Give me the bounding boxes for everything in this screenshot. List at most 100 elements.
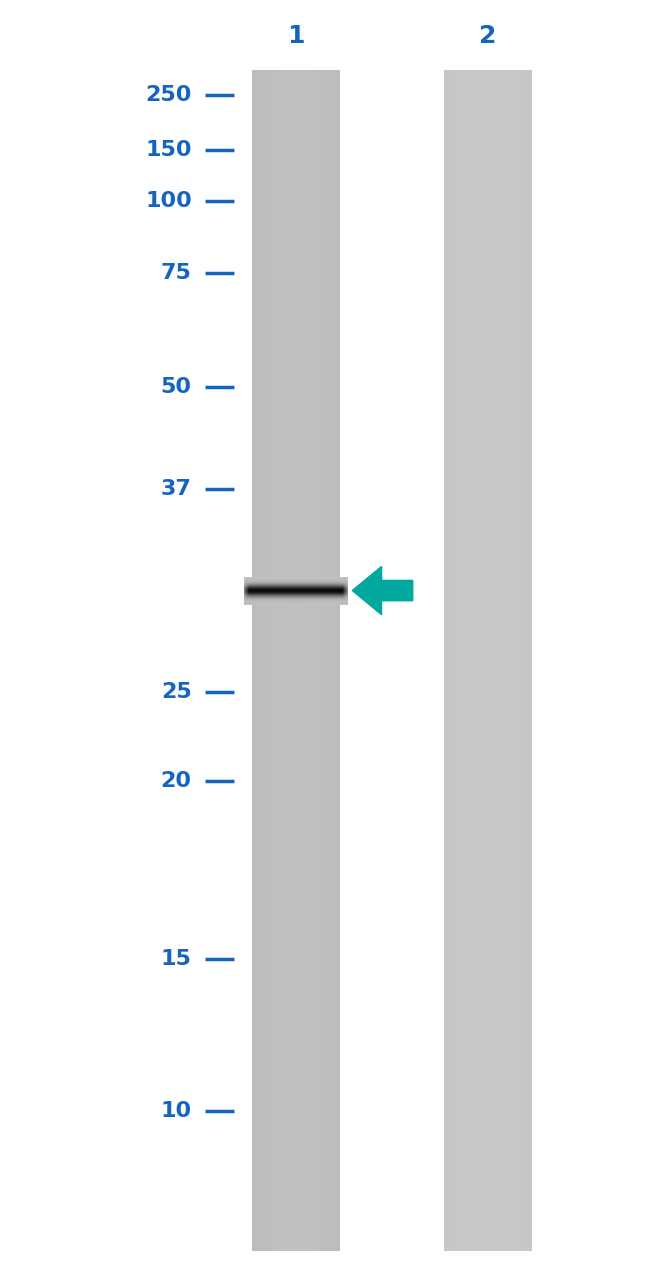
Bar	[506, 70, 508, 1251]
Bar	[311, 70, 313, 1251]
Bar	[477, 70, 478, 1251]
Bar	[458, 70, 460, 1251]
Bar	[500, 70, 501, 1251]
Text: 20: 20	[161, 771, 192, 791]
Bar	[328, 70, 330, 1251]
Bar	[482, 70, 483, 1251]
Bar	[296, 70, 297, 1251]
Bar	[497, 70, 499, 1251]
Bar	[261, 70, 262, 1251]
Bar	[464, 70, 465, 1251]
Bar	[265, 70, 266, 1251]
Bar	[325, 70, 326, 1251]
Bar	[274, 70, 275, 1251]
Bar	[292, 70, 293, 1251]
Bar	[447, 70, 448, 1251]
Bar	[458, 70, 459, 1251]
Bar	[526, 70, 528, 1251]
Bar	[284, 70, 285, 1251]
Bar	[261, 70, 263, 1251]
Bar	[484, 70, 485, 1251]
Bar	[324, 70, 325, 1251]
Bar	[317, 70, 318, 1251]
Bar	[493, 70, 494, 1251]
Bar	[467, 70, 469, 1251]
Bar	[471, 70, 473, 1251]
Bar	[266, 70, 268, 1251]
Text: 2: 2	[479, 24, 496, 47]
Bar	[266, 70, 267, 1251]
Bar	[524, 70, 525, 1251]
Bar	[308, 70, 309, 1251]
Bar	[476, 70, 477, 1251]
Bar	[319, 70, 320, 1251]
Bar	[508, 70, 510, 1251]
Bar	[523, 70, 525, 1251]
Bar	[276, 70, 277, 1251]
Bar	[494, 70, 495, 1251]
Text: 50: 50	[161, 377, 192, 398]
Bar	[296, 70, 298, 1251]
Bar	[514, 70, 515, 1251]
Bar	[278, 70, 279, 1251]
Bar	[504, 70, 505, 1251]
Bar	[486, 70, 487, 1251]
Bar	[292, 70, 294, 1251]
Bar	[314, 70, 315, 1251]
Bar	[307, 70, 309, 1251]
Bar	[525, 70, 527, 1251]
Bar	[259, 70, 260, 1251]
Bar	[506, 70, 507, 1251]
Bar	[513, 70, 515, 1251]
Text: 75: 75	[161, 263, 192, 283]
Bar	[288, 70, 289, 1251]
Bar	[521, 70, 523, 1251]
Bar	[262, 70, 263, 1251]
Bar	[515, 70, 517, 1251]
Bar	[303, 70, 304, 1251]
Bar	[463, 70, 465, 1251]
Bar	[338, 70, 339, 1251]
Bar	[478, 70, 480, 1251]
Bar	[335, 70, 337, 1251]
Bar	[336, 70, 337, 1251]
Bar	[254, 70, 255, 1251]
Bar	[448, 70, 449, 1251]
Bar	[285, 70, 287, 1251]
Bar	[270, 70, 271, 1251]
Bar	[332, 70, 333, 1251]
Bar	[504, 70, 506, 1251]
Bar	[455, 70, 457, 1251]
Bar	[257, 70, 259, 1251]
Text: 100: 100	[145, 190, 192, 211]
Bar	[517, 70, 519, 1251]
Bar	[519, 70, 521, 1251]
Bar	[270, 70, 272, 1251]
Bar	[253, 70, 254, 1251]
Bar	[277, 70, 278, 1251]
Bar	[309, 70, 311, 1251]
Bar	[255, 70, 257, 1251]
Bar	[301, 70, 302, 1251]
Bar	[516, 70, 517, 1251]
Bar	[488, 70, 489, 1251]
Bar	[503, 70, 504, 1251]
Bar	[489, 70, 491, 1251]
Bar	[260, 70, 261, 1251]
Bar	[282, 70, 283, 1251]
Bar	[462, 70, 463, 1251]
Bar	[451, 70, 452, 1251]
Text: 250: 250	[146, 85, 192, 105]
Text: 150: 150	[145, 140, 192, 160]
Bar	[519, 70, 521, 1251]
Bar	[522, 70, 523, 1251]
Bar	[313, 70, 315, 1251]
Bar	[294, 70, 295, 1251]
Bar	[280, 70, 281, 1251]
Bar	[302, 70, 303, 1251]
Bar	[474, 70, 476, 1251]
Bar	[268, 70, 270, 1251]
Bar	[505, 70, 506, 1251]
Bar	[471, 70, 472, 1251]
Bar	[480, 70, 481, 1251]
